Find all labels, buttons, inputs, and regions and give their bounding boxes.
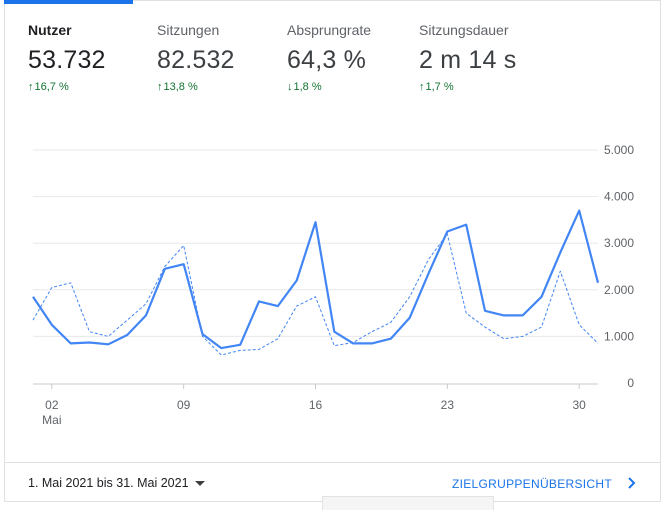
metric-value: 2 m 14 s [419,46,517,74]
y-tick-label: 5.000 [604,143,634,157]
metric-value: 64,3 % [287,46,367,74]
overview-card [4,0,661,502]
y-tick-label: 3.000 [604,236,634,250]
metric-label: Absprungrate [287,22,372,38]
metric-sessions[interactable]: Sitzungen 82.532 ↑13,8 % [157,22,235,93]
y-tick-label: 0 [627,376,634,390]
metric-label: Sitzungsdauer [419,22,509,38]
x-tick-label: 16 [309,398,323,412]
metric-delta: ↑16,7 % [28,81,69,93]
metric-users[interactable]: Nutzer 53.732 ↑16,7 % [28,22,106,93]
metric-value: 53.732 [28,46,106,74]
metric-bounce-rate[interactable]: Absprungrate 64,3 % ↓1,8 % [287,22,371,93]
arrow-up-icon: ↑ [419,81,425,93]
audience-overview-link[interactable]: ZIELGRUPPENÜBERSICHT [451,477,612,491]
primary-series-line [32,209,600,350]
arrow-up-icon: ↑ [157,81,163,93]
footer-divider [4,462,661,463]
metric-label: Nutzer [28,22,72,38]
date-range-label: 1. Mai 2021 bis 31. Mai 2021 [28,476,189,490]
x-tick-sublabel: Mai [42,413,61,427]
arrow-down-icon: ↓ [287,81,293,93]
metric-delta: ↓1,8 % [287,81,322,93]
dropdown-caret-icon [194,481,205,487]
comparison-series-line [32,233,599,356]
x-tick-label: 30 [572,398,586,412]
metric-delta: ↑13,8 % [157,81,198,93]
x-tick-label: 02 [45,398,59,412]
arrow-up-icon: ↑ [28,81,34,93]
active-tab-indicator [4,0,133,4]
metric-session-duration[interactable]: Sitzungsdauer 2 m 14 s ↑1,7 % [419,22,516,93]
metric-value: 82.532 [157,46,235,74]
date-range-selector[interactable]: 1. Mai 2021 bis 31. Mai 2021 [28,476,205,490]
y-tick-label: 4.000 [604,190,634,204]
metric-label: Sitzungen [157,22,220,38]
y-tick-label: 1.000 [604,329,634,343]
bottom-panel-tab[interactable] [322,496,494,510]
y-tick-label: 2.000 [604,283,634,297]
x-tick-label: 23 [441,398,455,412]
chevron-right-icon[interactable] [626,476,638,490]
metric-delta: ↑1,7 % [419,81,454,93]
x-tick-label: 09 [177,398,191,412]
